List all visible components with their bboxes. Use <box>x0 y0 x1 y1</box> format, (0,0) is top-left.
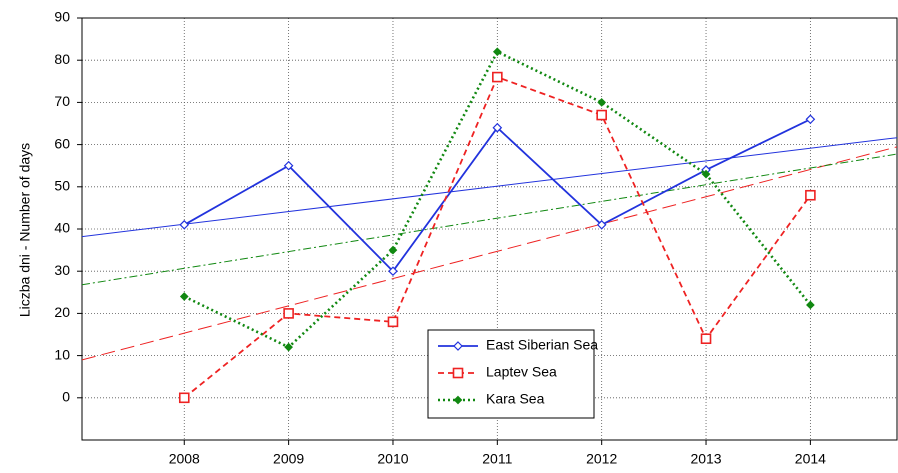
marker <box>284 342 293 352</box>
legend-label: East Siberian Sea <box>486 337 598 353</box>
legend-marker <box>452 367 464 379</box>
y-tick-label: 10 <box>54 346 70 362</box>
marker <box>388 266 398 277</box>
marker <box>388 245 398 255</box>
y-tick-label: 90 <box>54 9 70 25</box>
y-tick-label: 20 <box>54 304 70 320</box>
legend-marker <box>453 395 463 405</box>
marker <box>596 109 607 121</box>
plot-frame <box>81 17 898 441</box>
x-tick-label: 2010 <box>377 451 408 467</box>
marker <box>179 292 189 301</box>
y-tick-label: 30 <box>54 262 70 278</box>
x-tick-label: 2014 <box>795 451 826 467</box>
marker <box>179 219 190 230</box>
x-tick-label: 2013 <box>690 451 721 467</box>
y-tick-label: 50 <box>54 178 70 194</box>
legend-label: Kara Sea <box>486 391 545 407</box>
marker <box>701 169 711 179</box>
marker <box>492 47 502 57</box>
marker <box>596 219 607 230</box>
marker <box>805 189 816 201</box>
marker <box>805 114 816 125</box>
marker <box>597 98 607 107</box>
marker <box>387 316 399 328</box>
trend-line <box>82 137 897 238</box>
x-tick-label: 2012 <box>586 451 617 467</box>
trend-line <box>82 146 897 361</box>
y-tick-label: 60 <box>54 135 70 151</box>
x-tick-label: 2009 <box>273 451 304 467</box>
x-tick-label: 2008 <box>169 451 200 467</box>
marker <box>283 308 294 319</box>
marker <box>283 160 294 171</box>
y-tick-label: 0 <box>62 389 70 405</box>
y-tick-label: 70 <box>54 93 70 109</box>
y-axis-label: Liczba dni - Number of days <box>17 143 33 317</box>
x-tick-label: 2011 <box>482 451 512 467</box>
legend-marker <box>453 341 463 351</box>
trend-line <box>82 153 897 286</box>
y-tick-label: 40 <box>54 220 70 236</box>
marker <box>492 122 503 133</box>
marker <box>178 392 190 404</box>
marker <box>806 300 815 310</box>
legend-label: Laptev Sea <box>486 364 557 380</box>
marker <box>492 71 503 83</box>
marker <box>700 333 712 345</box>
y-tick-label: 80 <box>54 51 70 67</box>
